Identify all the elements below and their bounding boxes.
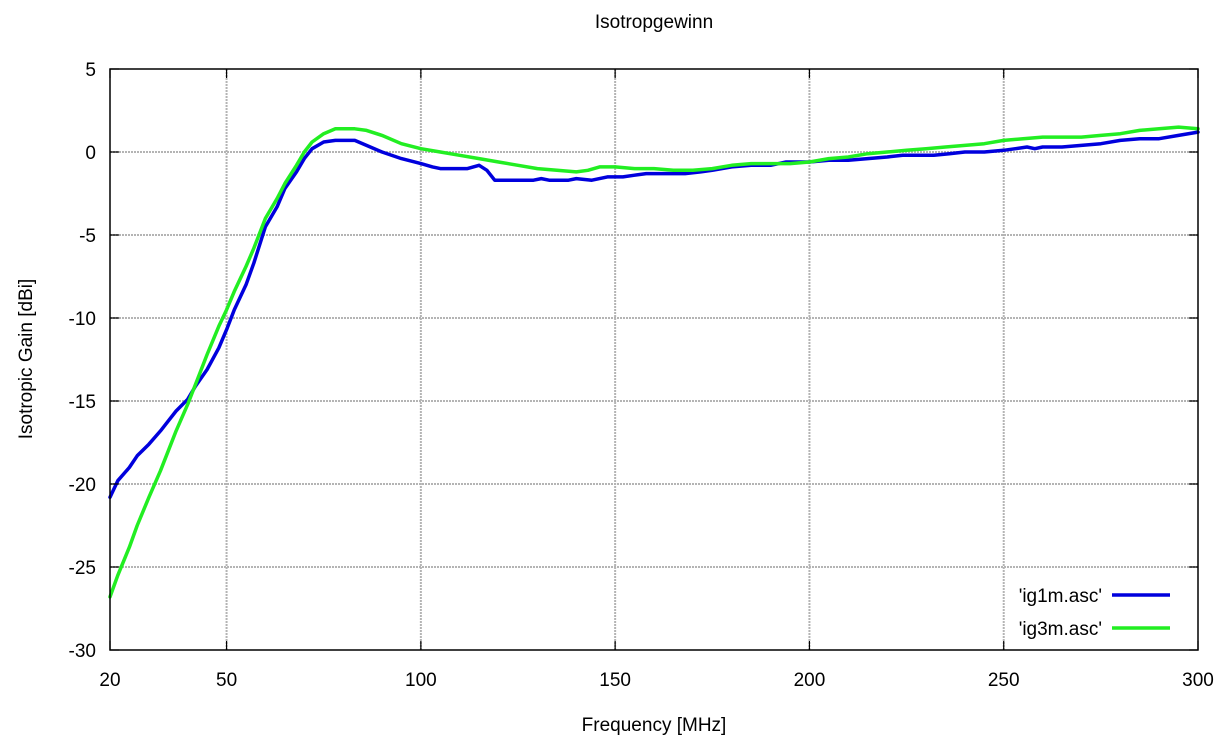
y-tick-label: 5 bbox=[85, 60, 96, 81]
x-tick-label: 50 bbox=[216, 670, 237, 691]
y-tick-label: -15 bbox=[69, 392, 96, 413]
x-tick-label: 250 bbox=[988, 670, 1020, 691]
plot-frame bbox=[109, 68, 1199, 651]
x-tick-label: 150 bbox=[599, 670, 631, 691]
y-tick-label: -20 bbox=[69, 475, 96, 496]
y-tick-label: -5 bbox=[79, 226, 96, 247]
y-tick-label: 0 bbox=[85, 143, 96, 164]
series-line-2 bbox=[108, 125, 1200, 599]
legend: 'ig1m.asc' 'ig3m.asc' bbox=[1019, 586, 1170, 640]
y-tick-label: -25 bbox=[69, 558, 96, 579]
ticks bbox=[109, 68, 1199, 651]
grid bbox=[110, 69, 1198, 650]
x-tick-label: 300 bbox=[1182, 670, 1214, 691]
x-tick-label: 20 bbox=[99, 670, 120, 691]
legend-label-1: 'ig1m.asc' bbox=[1019, 586, 1102, 607]
legend-label-2: 'ig3m.asc' bbox=[1019, 619, 1102, 640]
y-tick-label: -10 bbox=[69, 309, 96, 330]
series-line-1 bbox=[108, 130, 1200, 500]
x-tick-label: 200 bbox=[794, 670, 826, 691]
series-layer bbox=[108, 125, 1200, 599]
y-tick-label: -30 bbox=[69, 641, 96, 662]
x-tick-label: 100 bbox=[405, 670, 437, 691]
chart-title: Isotropgewinn bbox=[595, 12, 713, 33]
x-axis-title: Frequency [MHz] bbox=[582, 715, 727, 736]
y-axis-title: Isotropic Gain [dBi] bbox=[16, 279, 37, 440]
